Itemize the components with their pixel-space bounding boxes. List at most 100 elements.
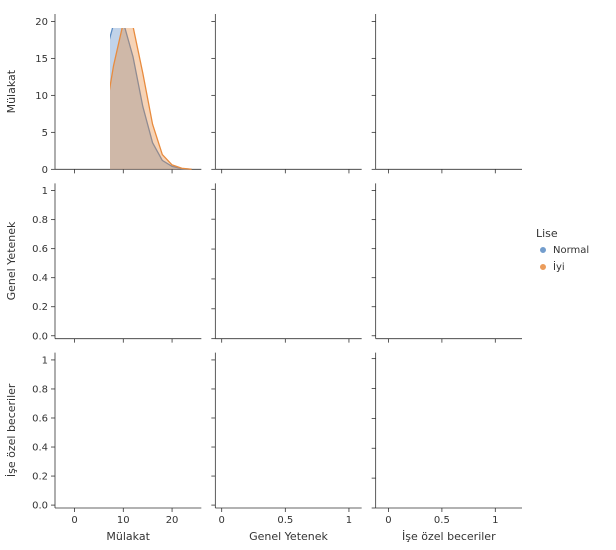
scatter-point [488,107,494,113]
scatter-point [132,469,138,475]
scatter-point [132,281,138,287]
scatter-point [302,497,308,503]
scatter-point [446,262,452,268]
scatter-point [459,221,465,227]
scatter-point [434,70,440,76]
scatter-point [113,249,119,255]
scatter-point [444,242,450,248]
scatter-point [259,370,265,376]
scatter-point [93,391,99,397]
scatter-point [294,70,300,76]
scatter-point [444,137,450,143]
scatter-point [123,370,129,376]
scatter-point [263,454,269,460]
scatter-point [438,244,444,250]
scatter-point [272,70,278,76]
scatter-point [296,450,302,456]
scatter-point [287,447,293,453]
scatter-point [465,92,471,98]
scatter-point [254,107,260,113]
scatter-point [438,77,444,83]
scatter-point [438,260,444,266]
scatter-point [465,315,471,321]
scatter-point [284,92,290,98]
scatter-point [121,294,127,300]
scatter-point [446,228,452,234]
scatter-point [248,100,254,106]
scatter-point [286,122,292,128]
scatter-point [279,420,285,426]
scatter-point [261,389,267,395]
scatter-point [248,63,254,69]
scatter-point [87,416,93,422]
scatter-point [427,288,433,294]
scatter-point [129,273,135,279]
scatter-point [287,413,293,419]
scatter-point [287,436,293,442]
scatter-point [131,270,137,276]
scatter-point [441,55,447,61]
scatter-point [112,309,118,315]
scatter-point [444,226,450,232]
scatter-point [414,114,420,120]
scatter-point [101,241,107,247]
scatter-point [260,55,266,61]
scatter-point [438,151,444,157]
scatter-point [127,362,133,368]
scatter-point [422,122,428,128]
scatter-point [267,159,273,165]
scatter-point [264,427,270,433]
scatter-point [96,301,102,307]
scatter-point [138,380,144,386]
scatter-point [262,409,268,415]
y-tick-label: 0.2 [32,302,48,313]
kde-line-İyi [226,191,360,339]
scatter-point [302,107,308,113]
scatter-point [461,202,467,208]
scatter-point [418,255,424,261]
scatter-point [457,63,463,69]
scatter-point [114,235,120,241]
scatter-point [288,388,294,394]
panel-2-2: 00.51 [372,353,522,526]
scatter-point [276,100,282,106]
scatter-point [129,447,135,453]
scatter-point [109,396,115,402]
scatter-point [321,159,327,165]
scatter-point [309,445,315,451]
scatter-point [426,290,432,296]
scatter-point [429,70,435,76]
scatter-point [265,144,271,150]
scatter-point [458,285,464,291]
scatter-point [145,426,151,432]
scatter-point [477,221,483,227]
scatter-point [117,410,123,416]
scatter-point [121,467,127,473]
scatter-point [444,100,450,106]
scatter-point [298,70,304,76]
scatter-point [136,255,142,261]
scatter-point [88,417,94,423]
scatter-point [443,107,449,113]
scatter-point [92,461,98,467]
scatter-point [95,440,101,446]
scatter-point [262,430,268,436]
scatter-point [450,63,456,69]
scatter-point [298,419,304,425]
scatter-point [304,137,310,143]
scatter-point [113,407,119,413]
scatter-point [291,107,297,113]
scatter-point [296,85,302,91]
scatter-point [288,414,294,420]
scatter-point [260,439,266,445]
legend-label: İyi [553,260,565,273]
scatter-point [93,253,99,259]
scatter-point [455,137,461,143]
scatter-point [460,246,466,252]
scatter-point [437,273,443,279]
scatter-point [330,92,336,98]
scatter-point [134,472,140,478]
scatter-point [438,107,444,113]
scatter-point [332,100,338,106]
scatter-point [278,85,284,91]
